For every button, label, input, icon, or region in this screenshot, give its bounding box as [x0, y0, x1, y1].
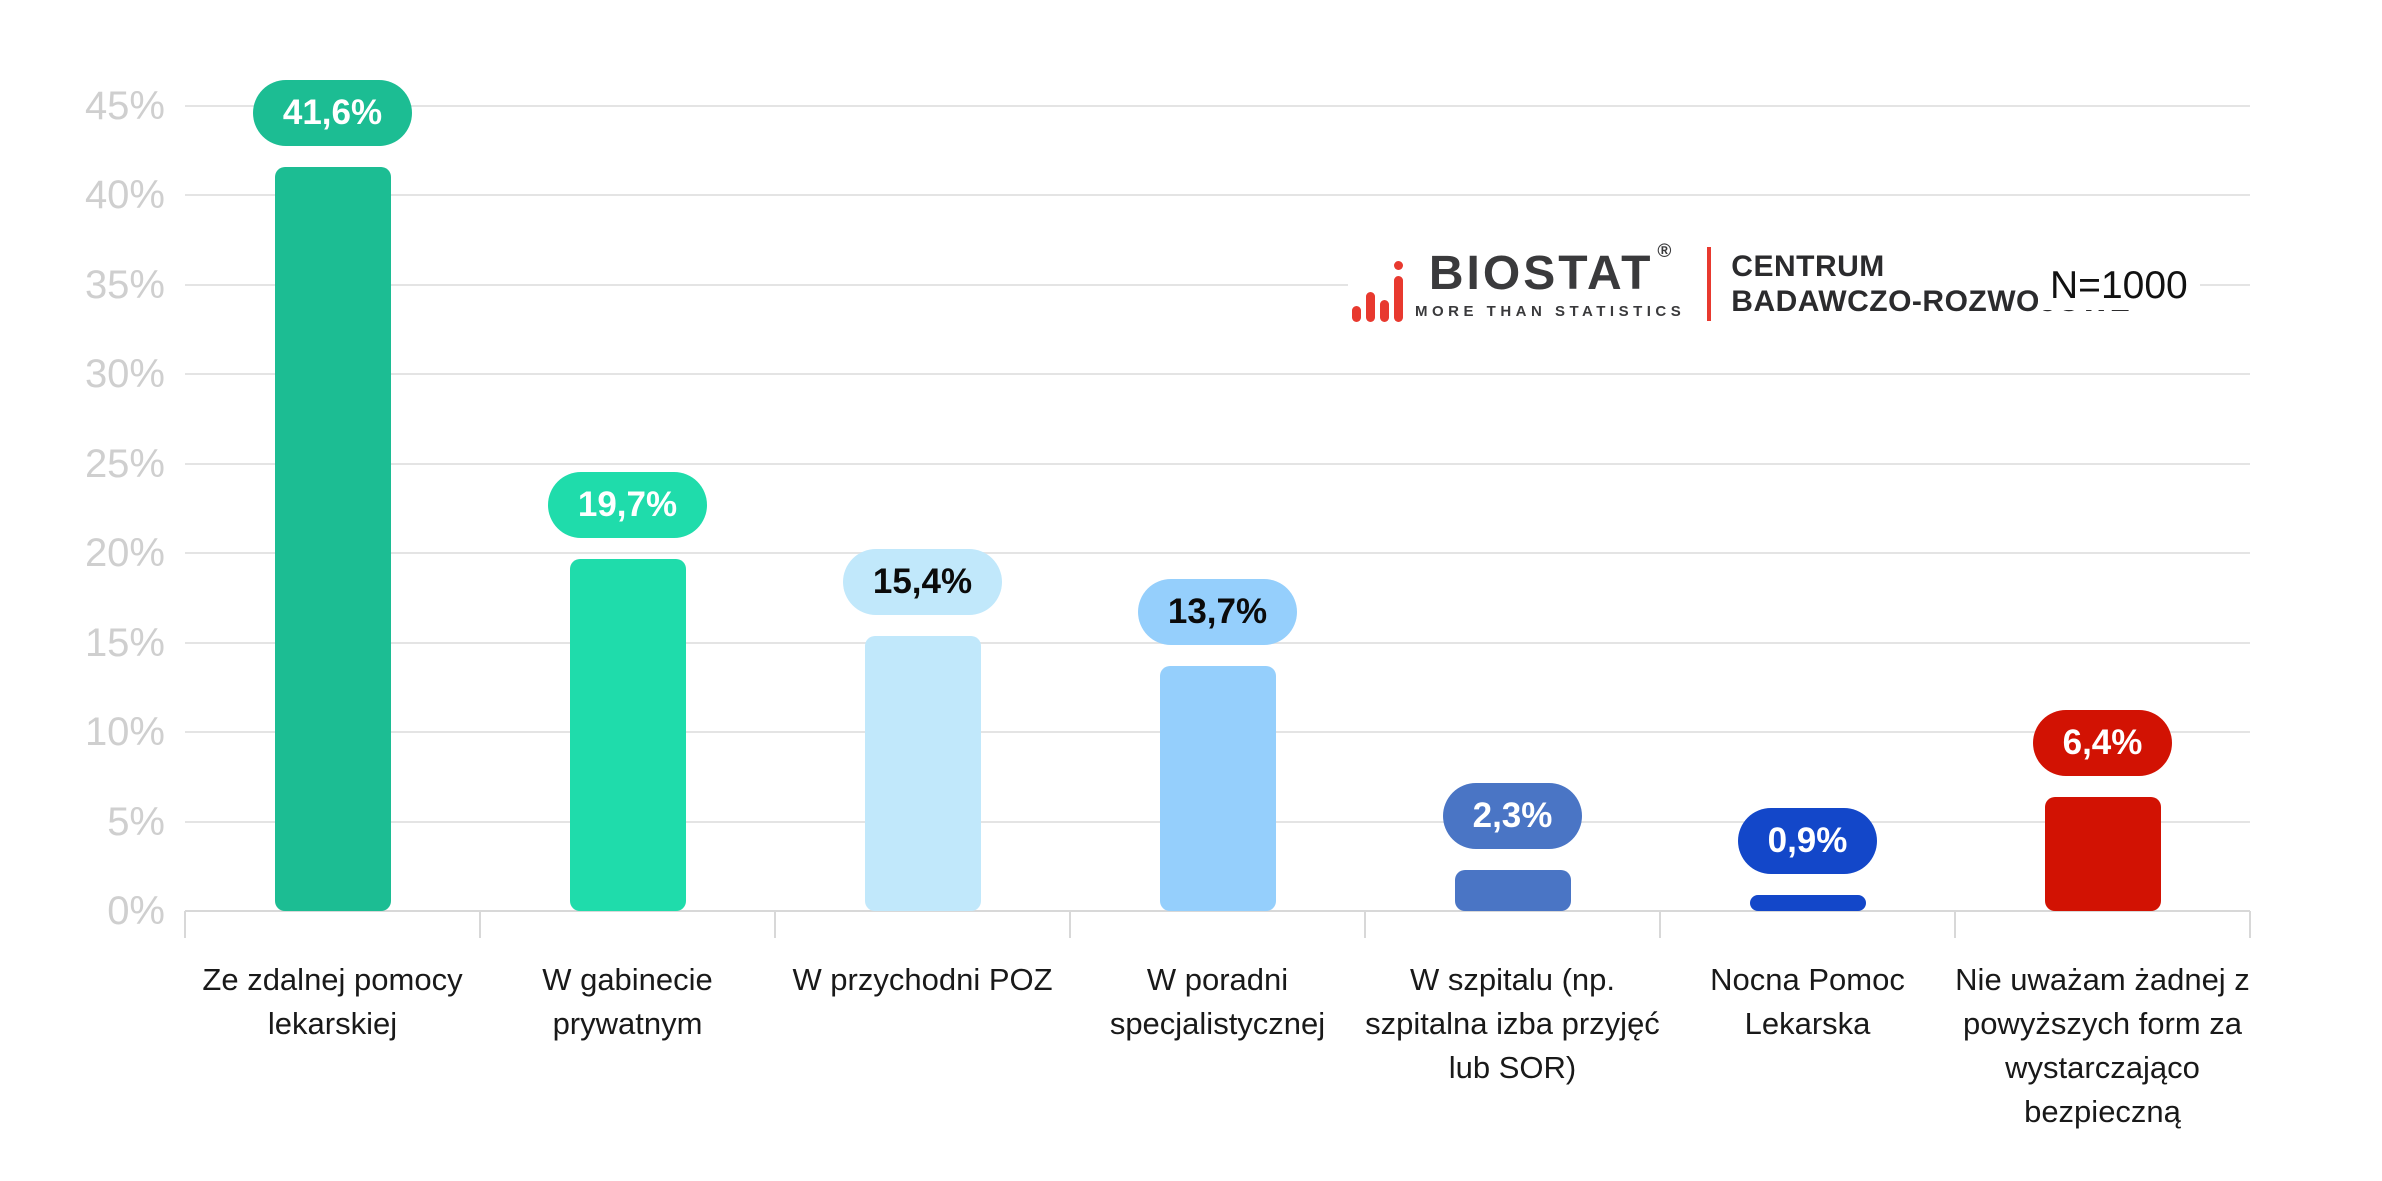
- x-axis-tick: [1069, 911, 1071, 938]
- bar-group: 41,6%: [185, 0, 480, 911]
- y-tick-label: 25%: [84, 441, 165, 486]
- x-axis-tick: [1954, 911, 1956, 938]
- value-pill: 41,6%: [252, 79, 413, 146]
- value-pill: 0,9%: [1737, 807, 1878, 874]
- bar-group: 15,4%: [775, 0, 1070, 911]
- bar: [569, 558, 686, 911]
- bar-group: 2,3%: [1365, 0, 1660, 911]
- bar-group: 13,7%: [1070, 0, 1365, 911]
- y-tick-label: 20%: [84, 531, 165, 576]
- gridline-0%: [185, 910, 2250, 912]
- org-name-line1: CENTRUM: [1731, 250, 1885, 283]
- y-tick-label: 40%: [84, 173, 165, 218]
- x-axis-label: Nocna Pomoc Lekarska: [1710, 962, 1905, 1041]
- biostat-logo: BIOSTAT ® MORE THAN STATISTICS CENTRUM B…: [1348, 241, 2145, 322]
- bar-group: 6,4%: [1955, 0, 2250, 911]
- x-axis-tick: [479, 911, 481, 938]
- x-axis-label: Nie uważam żadnej z powyższych form za w…: [1955, 962, 2250, 1129]
- x-axis-tick: [774, 911, 776, 938]
- x-axis-tick: [184, 911, 186, 938]
- x-axis-tick: [2249, 911, 2251, 938]
- bar-group: 0,9%: [1660, 0, 1955, 911]
- logo-wordmark: BIOSTAT: [1428, 246, 1654, 300]
- value-pill: 6,4%: [2032, 709, 2173, 776]
- x-axis-tick: [1659, 911, 1661, 938]
- bar: [864, 635, 981, 911]
- y-tick-label: 5%: [107, 799, 165, 844]
- bar-chart-icon: [1352, 246, 1403, 322]
- y-tick-label: 45%: [84, 84, 165, 128]
- value-pill: 15,4%: [842, 548, 1003, 615]
- y-tick-label: 10%: [84, 710, 165, 755]
- x-axis-tick: [1364, 911, 1366, 938]
- bar: [2044, 796, 2161, 911]
- y-tick-label: 15%: [84, 620, 165, 665]
- value-pill: 13,7%: [1137, 578, 1298, 645]
- gridline-20%: [185, 552, 2250, 555]
- x-axis-label: W poradni specjalistycznej: [1109, 962, 1326, 1041]
- y-tick-label: 30%: [84, 352, 165, 397]
- gridline-35%: [185, 283, 2250, 286]
- x-axis-label: W przychodni POZ: [792, 962, 1053, 997]
- x-axis-label: Ze zdalnej pomocy lekarskiej: [202, 962, 463, 1041]
- bar: [1749, 894, 1866, 911]
- bar: [1159, 665, 1276, 911]
- gridline-25%: [185, 462, 2250, 465]
- y-tick-label: 35%: [84, 262, 165, 307]
- sample-size-label: N=1000: [2038, 262, 2200, 310]
- x-axis-label: W szpitalu (np. szpitalna izba przyjęć l…: [1365, 962, 1660, 1085]
- y-tick-label: 0%: [107, 889, 165, 933]
- gridline-40%: [185, 194, 2250, 197]
- logo-divider: [1707, 247, 1712, 321]
- value-pill: 2,3%: [1442, 782, 1583, 849]
- logo-tagline: MORE THAN STATISTICS: [1415, 302, 1686, 320]
- value-pill: 19,7%: [547, 471, 708, 538]
- bar: [274, 166, 391, 911]
- gridline-45%: [185, 105, 2250, 107]
- bar: [1454, 869, 1571, 911]
- gridline-30%: [185, 373, 2250, 376]
- registered-trademark-icon: ®: [1657, 240, 1672, 262]
- bar-group: 19,7%: [480, 0, 775, 911]
- x-axis-label: W gabinecie prywatnym: [542, 962, 713, 1041]
